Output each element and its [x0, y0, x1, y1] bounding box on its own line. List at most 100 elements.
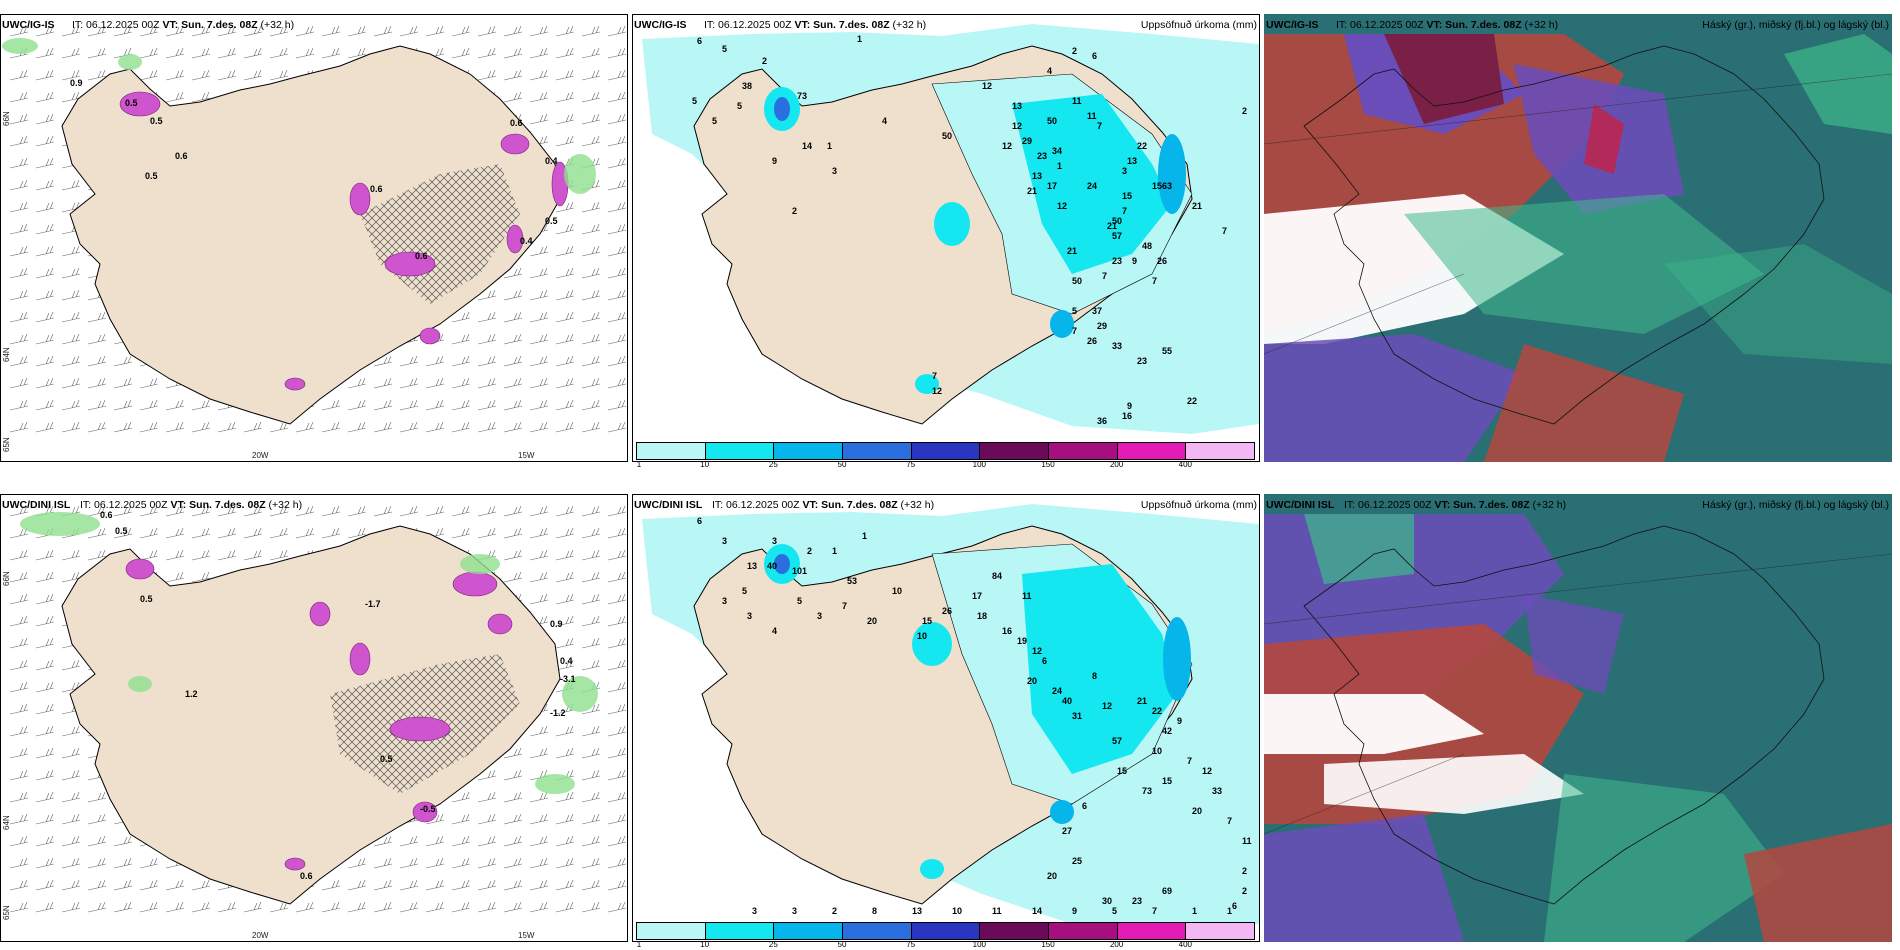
- wind-barb: [347, 421, 367, 433]
- wind-barb: [451, 791, 471, 803]
- wind-barb: [35, 835, 55, 847]
- value-label: 12: [1002, 141, 1012, 151]
- wind-barb: [555, 201, 575, 213]
- value-label: 15: [1162, 776, 1172, 786]
- wind-barb: [139, 421, 159, 433]
- wind-barb: [217, 47, 237, 59]
- wind-barb: [607, 421, 627, 433]
- wind-barb: [191, 91, 211, 103]
- wind-barb: [9, 659, 29, 671]
- colorbar-segment: [704, 442, 775, 460]
- lon-label: 20W: [252, 451, 269, 460]
- wind-barb: [555, 637, 575, 649]
- colorbar-segment: [1185, 922, 1255, 940]
- wind-barb: [555, 311, 575, 323]
- value-label: 26: [1087, 336, 1097, 346]
- value-label: 50: [942, 131, 952, 141]
- wind-barb: [165, 91, 185, 103]
- wind-barb: [581, 201, 601, 213]
- wind-barb: [243, 549, 263, 561]
- wind-barb: [321, 505, 341, 517]
- wind-barb: [139, 399, 159, 411]
- colorbar: 1 10 25 50 75 100 150 200 400: [636, 442, 1255, 469]
- colorbar-segment: [773, 442, 843, 460]
- wind-barb: [503, 25, 523, 37]
- wind-barb: [607, 267, 627, 279]
- wind-barb: [529, 527, 549, 539]
- wind-barb: [529, 311, 549, 323]
- wind-barb: [607, 747, 627, 759]
- wind-barb: [607, 769, 627, 781]
- wind-barb: [113, 399, 133, 411]
- wind-barb: [503, 267, 523, 279]
- iceland-land: [61, 525, 561, 905]
- value-label: 0.4: [545, 156, 558, 166]
- wind-barb: [191, 879, 211, 891]
- wind-barb: [35, 355, 55, 367]
- wind-barb: [425, 835, 445, 847]
- value-label: 7: [1097, 121, 1102, 131]
- wind-barb: [581, 91, 601, 103]
- value-label: 10: [917, 631, 927, 641]
- value-label: 23: [1112, 256, 1122, 266]
- wind-barb: [9, 91, 29, 103]
- wind-barb: [87, 311, 107, 323]
- wind-barb: [581, 615, 601, 627]
- value-label: 1: [832, 546, 837, 556]
- value-label: 23: [1132, 896, 1142, 906]
- wind-barb: [451, 813, 471, 825]
- wind-barb: [61, 813, 81, 825]
- wind-barb: [9, 703, 29, 715]
- wind-barb: [529, 421, 549, 433]
- wind-barb: [503, 333, 523, 345]
- value-label: 11: [1022, 591, 1032, 601]
- wind-barb: [217, 549, 237, 561]
- wind-barb: [503, 91, 523, 103]
- value-label: 2: [1242, 866, 1247, 876]
- value-label: 9: [1127, 401, 1132, 411]
- wind-barb: [295, 25, 315, 37]
- colorbar-tick-label: 100: [972, 460, 987, 469]
- wind-barb: [581, 659, 601, 671]
- wind-barb: [269, 527, 289, 539]
- wind-barb: [451, 835, 471, 847]
- wind-barb: [35, 421, 55, 433]
- wind-barb: [581, 791, 601, 803]
- value-label: 3: [817, 611, 822, 621]
- wind-barb: [529, 69, 549, 81]
- value-label: 2: [1242, 106, 1247, 116]
- value-label: 73: [1142, 786, 1152, 796]
- value-label: 42: [1162, 726, 1172, 736]
- value-label: 4: [1047, 66, 1052, 76]
- wind-barb: [9, 747, 29, 759]
- wind-barb: [555, 377, 575, 389]
- wind-barb: [9, 223, 29, 235]
- wind-barb: [269, 505, 289, 517]
- wind-barb: [61, 747, 81, 759]
- wind-barb: [581, 769, 601, 781]
- lon-label: 15W: [518, 931, 535, 940]
- wind-barb: [399, 355, 419, 367]
- wind-barb: [581, 901, 601, 913]
- wind-barb: [139, 505, 159, 517]
- wind-barb: [9, 69, 29, 81]
- wind-barb: [477, 813, 497, 825]
- wind-barb: [425, 377, 445, 389]
- colorbar-segment: [1048, 442, 1118, 460]
- wind-barb: [503, 571, 523, 583]
- value-label: 21: [1067, 246, 1077, 256]
- value-label: 3: [752, 906, 757, 916]
- wind-barb: [451, 857, 471, 869]
- value-label: 4: [772, 626, 777, 636]
- value-label: 14: [802, 141, 812, 151]
- wind-barb: [9, 25, 29, 37]
- value-label: 13: [1127, 156, 1137, 166]
- wind-barb: [9, 377, 29, 389]
- colorbar-segment: [1116, 442, 1187, 460]
- wind-barb: [607, 879, 627, 891]
- value-label: 57: [1112, 231, 1122, 241]
- wind-barb: [35, 747, 55, 759]
- wind-barb: [425, 901, 445, 913]
- value-label: 8: [872, 906, 877, 916]
- wind-barb: [529, 505, 549, 517]
